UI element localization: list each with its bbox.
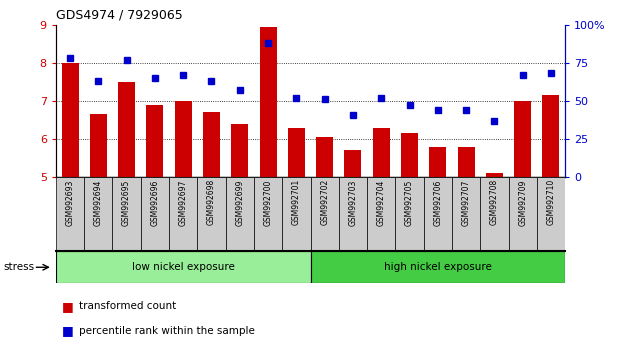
Text: ■: ■ — [62, 325, 74, 337]
Bar — [260, 27, 276, 177]
Bar — [175, 101, 192, 177]
Bar — [118, 82, 135, 177]
Bar — [401, 133, 418, 177]
Bar — [543, 95, 560, 177]
Text: transformed count: transformed count — [79, 301, 177, 311]
Bar — [345, 150, 361, 177]
Bar — [56, 177, 84, 251]
Text: GSM992703: GSM992703 — [348, 179, 358, 225]
Bar — [169, 177, 197, 251]
Bar — [147, 105, 163, 177]
Bar — [112, 177, 141, 251]
Bar — [310, 177, 339, 251]
Text: GSM992695: GSM992695 — [122, 179, 131, 225]
Bar — [537, 177, 565, 251]
Text: ■: ■ — [62, 300, 74, 313]
Bar — [141, 177, 169, 251]
Bar — [339, 177, 367, 251]
Text: GSM992701: GSM992701 — [292, 179, 301, 225]
Text: GSM992702: GSM992702 — [320, 179, 329, 225]
Text: GSM992694: GSM992694 — [94, 179, 103, 225]
Bar — [90, 114, 107, 177]
Bar — [396, 177, 424, 251]
Text: GSM992704: GSM992704 — [377, 179, 386, 225]
Text: GSM992709: GSM992709 — [518, 179, 527, 225]
Text: GSM992707: GSM992707 — [461, 179, 471, 225]
Bar — [373, 127, 390, 177]
Text: high nickel exposure: high nickel exposure — [384, 262, 492, 272]
Bar — [225, 177, 254, 251]
Bar — [254, 177, 282, 251]
Bar — [288, 127, 305, 177]
Bar — [509, 177, 537, 251]
Bar — [84, 177, 112, 251]
Text: low nickel exposure: low nickel exposure — [132, 262, 235, 272]
Text: GSM992706: GSM992706 — [433, 179, 442, 225]
Text: GSM992699: GSM992699 — [235, 179, 244, 225]
Text: GSM992693: GSM992693 — [66, 179, 75, 225]
Bar — [452, 177, 480, 251]
Text: GDS4974 / 7929065: GDS4974 / 7929065 — [56, 9, 183, 22]
Bar — [424, 177, 452, 251]
Text: GSM992700: GSM992700 — [263, 179, 273, 225]
Text: GSM992696: GSM992696 — [150, 179, 160, 225]
Text: GSM992698: GSM992698 — [207, 179, 216, 225]
Bar — [458, 147, 474, 177]
Text: GSM992705: GSM992705 — [405, 179, 414, 225]
Bar — [480, 177, 509, 251]
Text: stress: stress — [3, 262, 34, 272]
Bar — [231, 124, 248, 177]
Text: GSM992710: GSM992710 — [546, 179, 555, 225]
Text: GSM992697: GSM992697 — [179, 179, 188, 225]
Text: percentile rank within the sample: percentile rank within the sample — [79, 326, 255, 336]
Bar — [514, 101, 531, 177]
Bar — [486, 173, 503, 177]
Bar — [367, 177, 396, 251]
Bar — [310, 251, 565, 283]
Bar — [197, 177, 225, 251]
Text: GSM992708: GSM992708 — [490, 179, 499, 225]
Bar — [61, 63, 78, 177]
Bar — [316, 137, 333, 177]
Bar — [203, 112, 220, 177]
Bar — [282, 177, 310, 251]
Bar — [56, 251, 310, 283]
Bar — [429, 147, 446, 177]
